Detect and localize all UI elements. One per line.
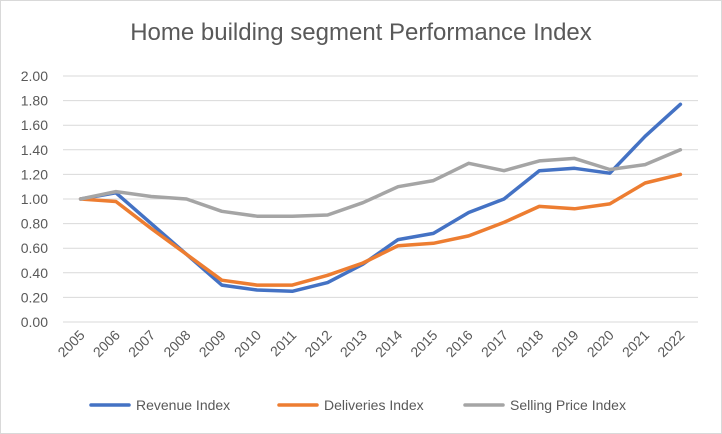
x-tick-label: 2009 (196, 327, 229, 360)
x-tick-label: 2021 (619, 327, 652, 360)
legend-label: Deliveries Index (324, 397, 424, 413)
y-tick-label: 1.00 (21, 191, 48, 207)
y-tick-label: 1.40 (21, 142, 48, 158)
y-tick-label: 0.00 (21, 314, 48, 330)
y-tick-label: 0.40 (21, 265, 48, 281)
x-axis-ticks: 2005 2006 2007 2008 2009 2010 2011 2012 2013 2014… (54, 327, 687, 360)
series-lines (78, 102, 683, 294)
x-tick-label: 2017 (478, 327, 511, 360)
x-tick-label: 2007 (125, 327, 158, 360)
x-tick-label: 2005 (54, 327, 87, 360)
x-tick-label: 2022 (654, 327, 687, 360)
x-tick-label: 2011 (267, 327, 300, 360)
x-tick-label: 2010 (231, 327, 264, 360)
legend-label: Revenue Index (136, 397, 230, 413)
y-tick-label: 1.80 (21, 93, 48, 109)
series-line-2 (78, 172, 683, 287)
x-tick-label: 2015 (407, 327, 440, 360)
gridlines (63, 75, 698, 323)
y-tick-label: 1.20 (21, 166, 48, 182)
x-tick-label: 2008 (160, 327, 193, 360)
x-tick-label: 2020 (584, 327, 617, 360)
x-tick-label: 2013 (337, 327, 370, 360)
chart-title: Home building segment Performance Index (130, 19, 592, 46)
y-tick-label: 0.60 (21, 240, 48, 256)
legend-label: Selling Price Index (510, 397, 626, 413)
x-tick-label: 2006 (90, 327, 123, 360)
y-tick-label: 0.20 (21, 289, 48, 305)
y-tick-label: 0.80 (21, 216, 48, 232)
x-tick-label: 2014 (372, 327, 405, 360)
x-tick-label: 2018 (513, 327, 546, 360)
x-tick-label: 2012 (301, 327, 334, 360)
legend: Revenue Index Deliveries Index Selling Pri… (89, 397, 626, 413)
y-tick-label: 2.00 (21, 68, 48, 84)
x-tick-label: 2016 (442, 327, 475, 360)
series-line-3 (78, 148, 683, 218)
y-tick-label: 1.60 (21, 117, 48, 133)
x-tick-label: 2019 (548, 327, 581, 360)
y-axis-ticks: 0.00 0.20 0.40 0.60 0.80 1.00 1.20 1.40 1.60 1.80… (21, 68, 48, 330)
